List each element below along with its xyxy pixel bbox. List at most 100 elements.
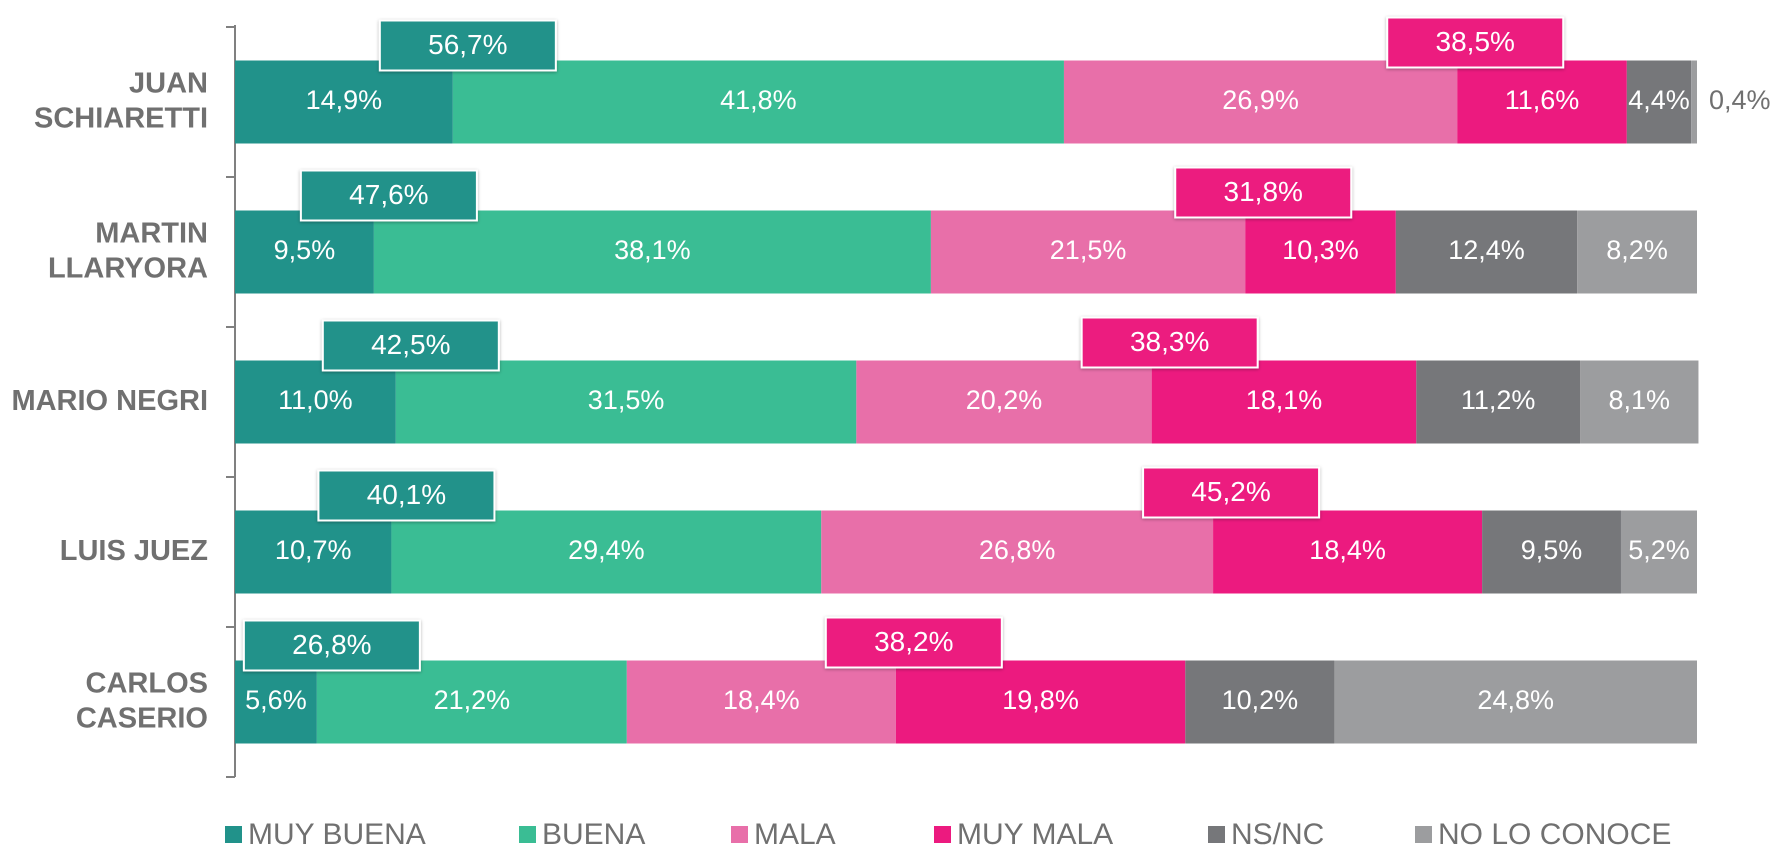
category-label-line: LLARYORA [48, 252, 208, 284]
bar-segment [395, 360, 857, 444]
total-box [317, 469, 496, 522]
bar-segment [235, 60, 453, 144]
bar-segment [1416, 360, 1581, 444]
bar-segment [235, 360, 396, 444]
bar-segment [1457, 60, 1627, 144]
value-label: 24,8% [1477, 685, 1554, 715]
category-label: MARIO NEGRI [11, 385, 208, 417]
value-label: 21,2% [434, 685, 511, 715]
bar-segment [1334, 660, 1697, 744]
bar-segment [391, 510, 822, 594]
bar-segment [452, 60, 1064, 144]
bar-segment [1151, 360, 1417, 444]
bar-segment [930, 210, 1246, 294]
total-box [1142, 466, 1321, 519]
total-box [299, 169, 478, 222]
total-label: 40,1% [367, 479, 446, 510]
bar-segment [626, 660, 896, 744]
legend-label: BUENA [542, 818, 645, 851]
bar-segment [1395, 210, 1578, 294]
category-label-line: CARLOS [86, 667, 208, 699]
category-label-line: LUIS JUEZ [60, 535, 208, 567]
value-label: 19,8% [1002, 685, 1079, 715]
value-label: 41,8% [720, 85, 797, 115]
legend-label: NO LO CONOCE [1438, 818, 1671, 851]
legend-swatch [519, 826, 536, 843]
bar-segment [1580, 360, 1699, 444]
value-label: 11,0% [278, 385, 353, 415]
category-label: MARTIN LLARYORA [48, 217, 208, 284]
legend-label: NS/NC [1231, 818, 1324, 851]
total-label: 42,5% [371, 329, 450, 360]
bar-segment [856, 360, 1152, 444]
legend-label: MUY BUENA [248, 818, 426, 851]
category-label-line: JUAN [129, 67, 208, 99]
value-label: 21,5% [1050, 235, 1127, 265]
value-label: 11,6% [1505, 85, 1580, 115]
value-label: 12,4% [1448, 235, 1525, 265]
total-label: 31,8% [1224, 176, 1303, 207]
value-label: 14,9% [306, 85, 383, 115]
value-label: 38,1% [614, 235, 691, 265]
value-label: 10,2% [1222, 685, 1299, 715]
bar-segment [235, 510, 392, 594]
category-label-line: CASERIO [76, 702, 208, 734]
total-box [242, 619, 421, 672]
total-box [1386, 16, 1565, 69]
legend-swatch [934, 826, 951, 843]
legend-label: MALA [754, 818, 836, 851]
legend-swatch [225, 826, 242, 843]
value-label: 18,4% [723, 685, 800, 715]
value-label: 0,4% [1709, 85, 1771, 115]
total-label: 38,5% [1436, 26, 1515, 57]
bar-segment [1482, 510, 1621, 594]
total-box [1174, 166, 1353, 219]
value-label: 8,1% [1608, 385, 1670, 415]
bar-segment [1063, 60, 1458, 144]
bar-segment [1245, 210, 1396, 294]
bar-segment [1577, 210, 1697, 294]
value-label: 5,6% [245, 685, 307, 715]
bar-segment [1620, 510, 1697, 594]
value-label: 29,4% [568, 535, 645, 565]
category-label: JUAN SCHIARETTI [34, 67, 208, 134]
category-label-line: MARIO NEGRI [11, 385, 208, 417]
value-label: 9,5% [1521, 535, 1583, 565]
legend-label: MUY MALA [957, 818, 1113, 851]
legend-swatch [1208, 826, 1225, 843]
value-label: 9,5% [274, 235, 336, 265]
total-label: 56,7% [428, 29, 507, 60]
legend-swatch [1415, 826, 1432, 843]
value-label: 5,2% [1628, 535, 1690, 565]
category-label-line: MARTIN [95, 217, 208, 249]
total-label: 38,2% [874, 626, 953, 657]
legend-swatch [731, 826, 748, 843]
bar-segment [895, 660, 1186, 744]
bar-segment [235, 660, 317, 744]
category-label-line: SCHIARETTI [34, 102, 208, 134]
bar-segment [235, 210, 374, 294]
total-box [321, 319, 500, 372]
bar-segment [373, 210, 931, 294]
bar-segment [1185, 660, 1335, 744]
value-label: 4,4% [1628, 85, 1690, 115]
bar-segment [821, 510, 1214, 594]
value-label: 26,9% [1222, 85, 1299, 115]
value-label: 18,1% [1246, 385, 1323, 415]
bar-segment [316, 660, 627, 744]
total-label: 26,8% [292, 629, 371, 660]
total-box [1080, 316, 1259, 369]
bar-segment [1691, 60, 1697, 144]
value-label: 20,2% [966, 385, 1043, 415]
bar-segment [1626, 60, 1692, 144]
value-label: 10,7% [275, 535, 352, 565]
total-label: 47,6% [349, 179, 428, 210]
bar-segment [1213, 510, 1483, 594]
category-label: CARLOS CASERIO [76, 667, 208, 734]
value-label: 11,2% [1461, 385, 1536, 415]
value-label: 18,4% [1309, 535, 1386, 565]
value-label: 26,8% [979, 535, 1056, 565]
total-label: 38,3% [1130, 326, 1209, 357]
